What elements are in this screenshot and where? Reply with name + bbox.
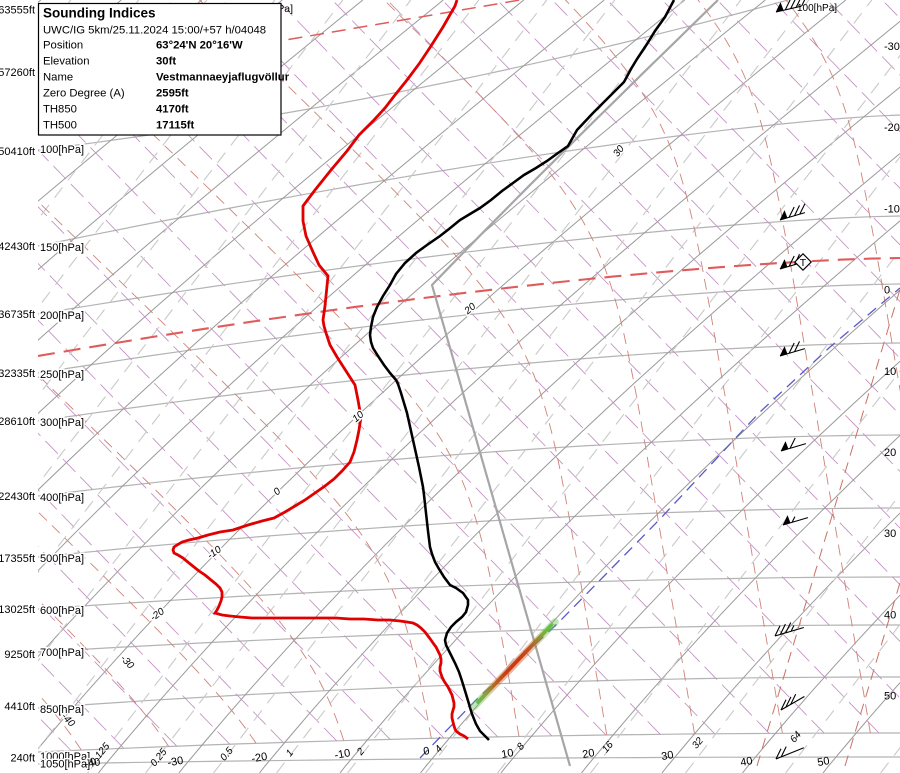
svg-text:40: 40 xyxy=(884,609,896,621)
svg-text:63555ft: 63555ft xyxy=(0,5,35,17)
svg-text:300[hPa]: 300[hPa] xyxy=(40,417,84,429)
svg-text:30: 30 xyxy=(884,528,896,540)
svg-text:240ft: 240ft xyxy=(11,753,35,765)
svg-text:10: 10 xyxy=(884,366,896,378)
svg-text:50: 50 xyxy=(884,691,896,703)
svg-text:4: 4 xyxy=(433,743,445,755)
svg-text:400[hPa]: 400[hPa] xyxy=(40,492,84,504)
svg-text:50410ft: 50410ft xyxy=(0,146,35,158)
svg-text:T: T xyxy=(800,257,807,269)
svg-text:-40: -40 xyxy=(84,756,102,771)
svg-text:Position: Position xyxy=(43,39,83,51)
svg-text:20: 20 xyxy=(884,447,896,459)
svg-text:-10: -10 xyxy=(334,747,352,762)
svg-text:28610ft: 28610ft xyxy=(0,416,35,428)
svg-text:200[hPa]: 200[hPa] xyxy=(40,310,84,322)
svg-text:4410ft: 4410ft xyxy=(4,701,35,713)
svg-text:4170ft: 4170ft xyxy=(156,103,189,115)
svg-text:42430ft: 42430ft xyxy=(0,241,35,253)
svg-text:30ft: 30ft xyxy=(156,55,176,67)
svg-text:Name: Name xyxy=(43,71,73,83)
svg-text:700[hPa]: 700[hPa] xyxy=(40,647,84,659)
svg-text:1050[hPa]: 1050[hPa] xyxy=(40,759,90,771)
svg-text:17355ft: 17355ft xyxy=(0,553,35,565)
svg-text:850[hPa]: 850[hPa] xyxy=(40,704,84,716)
svg-text:-20: -20 xyxy=(884,122,900,134)
svg-text:30: 30 xyxy=(660,749,674,763)
svg-text:1: 1 xyxy=(284,748,296,759)
svg-text:Zero Degree (A): Zero Degree (A) xyxy=(43,87,125,99)
svg-text:-30: -30 xyxy=(167,755,185,770)
svg-text:250[hPa]: 250[hPa] xyxy=(40,369,84,381)
svg-text:50: 50 xyxy=(816,755,830,769)
svg-text:0: 0 xyxy=(884,285,890,297)
svg-text:9250ft: 9250ft xyxy=(4,649,35,661)
svg-text:1000[hPa]: 1000[hPa] xyxy=(40,751,90,763)
svg-text:150[hPa]: 150[hPa] xyxy=(40,242,84,254)
svg-text:2595ft: 2595ft xyxy=(156,87,189,99)
svg-text:10: 10 xyxy=(500,747,514,761)
svg-text:500[hPa]: 500[hPa] xyxy=(40,553,84,565)
svg-text:63°24'N 20°16'W: 63°24'N 20°16'W xyxy=(156,39,243,51)
svg-text:0: 0 xyxy=(422,745,430,758)
svg-text:57260ft: 57260ft xyxy=(0,67,35,79)
svg-text:100[hPa]: 100[hPa] xyxy=(797,3,837,14)
svg-text:Elevation: Elevation xyxy=(43,55,89,67)
svg-text:600[hPa]: 600[hPa] xyxy=(40,605,84,617)
svg-text:13025ft: 13025ft xyxy=(0,604,35,616)
svg-text:20: 20 xyxy=(581,747,595,761)
svg-text:TH500: TH500 xyxy=(43,119,77,131)
svg-text:UWC/IG 5km/25.11.2024 15:00/+5: UWC/IG 5km/25.11.2024 15:00/+57 h/04048 xyxy=(43,25,266,37)
svg-text:TH850: TH850 xyxy=(43,103,77,115)
svg-text:22430ft: 22430ft xyxy=(0,491,35,503)
svg-text:36735ft: 36735ft xyxy=(0,309,35,321)
svg-text:8: 8 xyxy=(515,741,527,753)
svg-text:-30: -30 xyxy=(884,41,900,53)
svg-text:32335ft: 32335ft xyxy=(0,368,35,380)
svg-text:100[hPa]: 100[hPa] xyxy=(40,144,84,156)
svg-text:40: 40 xyxy=(739,755,753,769)
svg-text:17115ft: 17115ft xyxy=(156,119,195,131)
svg-text:Sounding Indices: Sounding Indices xyxy=(43,6,156,21)
svg-text:-10: -10 xyxy=(884,203,900,215)
svg-text:-20: -20 xyxy=(251,751,269,766)
svg-text:Vestmannaeyjaflugvöllur: Vestmannaeyjaflugvöllur xyxy=(156,71,290,83)
